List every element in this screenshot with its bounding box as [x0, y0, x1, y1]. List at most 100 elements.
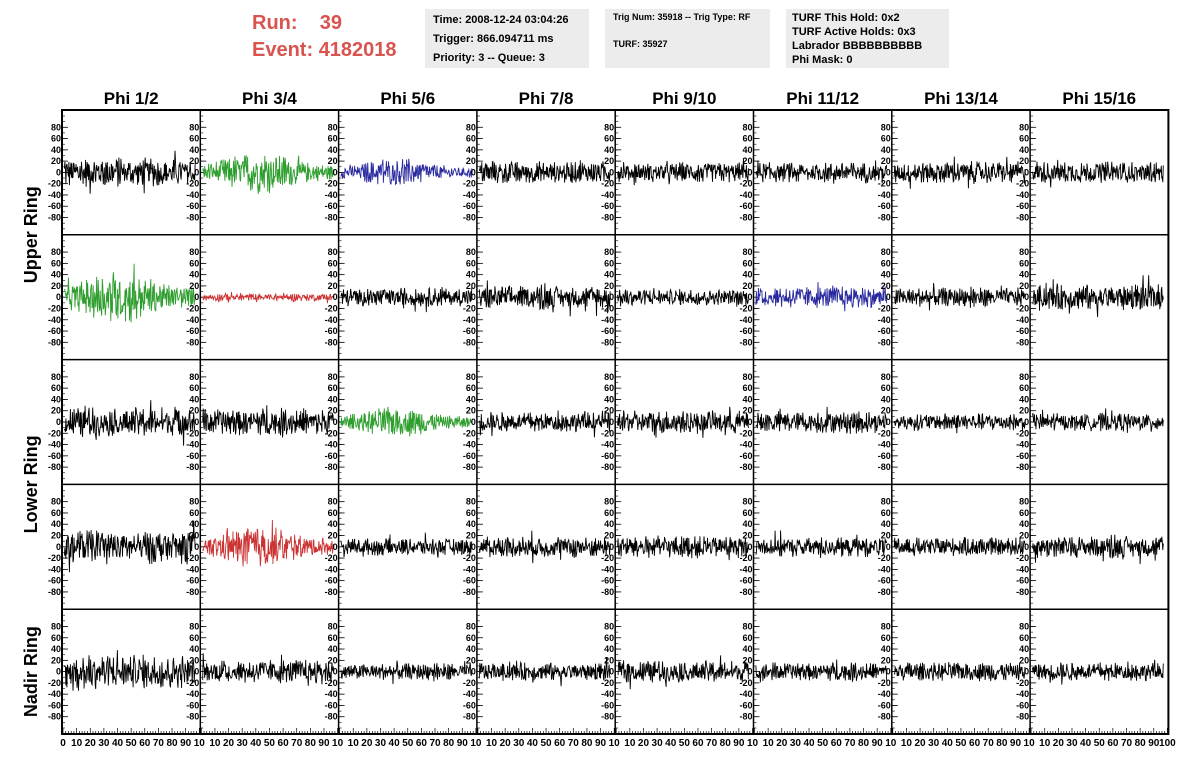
y-tick-label: 20 — [881, 281, 891, 291]
y-tick-label: -80 — [325, 213, 338, 223]
waveform-trace — [1032, 408, 1164, 433]
run-row: Run: 39 — [252, 10, 397, 37]
y-tick-label: 0 — [333, 667, 338, 677]
y-tick-label: 20 — [466, 281, 476, 291]
y-tick-label: -80 — [1016, 712, 1029, 722]
y-tick-label: 60 — [881, 633, 891, 643]
y-tick-label: 80 — [51, 122, 61, 132]
waveform-trace — [755, 282, 888, 312]
x-tick-label: 10 — [470, 738, 482, 749]
x-tick-label: 50 — [126, 738, 138, 749]
waveform-trace — [202, 155, 334, 194]
event-row: Event: 4182018 — [252, 37, 397, 64]
x-tick-label: 10 — [609, 738, 621, 749]
x-tick-label: 60 — [278, 738, 290, 749]
x-tick-label: 90 — [595, 738, 607, 749]
y-tick-label: 60 — [328, 134, 338, 144]
y-tick-label: 60 — [466, 134, 476, 144]
y-tick-label: -60 — [739, 700, 752, 710]
column-header: Phi 3/4 — [242, 89, 297, 108]
waveform-trace — [340, 660, 473, 685]
y-tick-label: 20 — [328, 156, 338, 166]
y-tick-label: -20 — [463, 428, 476, 438]
x-tick-label: 60 — [831, 738, 843, 749]
y-tick-label: -60 — [1016, 451, 1029, 461]
y-tick-label: -60 — [48, 451, 61, 461]
y-tick-label: -60 — [878, 700, 891, 710]
y-tick-label: -20 — [739, 428, 752, 438]
waveform-trace — [755, 160, 888, 184]
y-tick-label: 0 — [194, 292, 199, 302]
y-tick-label: 40 — [51, 145, 61, 155]
y-tick-label: 60 — [881, 134, 891, 144]
y-tick-label: 40 — [742, 519, 752, 529]
y-tick-label: -80 — [325, 462, 338, 472]
y-tick-label: 40 — [881, 519, 891, 529]
x-tick-label: 40 — [665, 738, 677, 749]
y-tick-label: -80 — [601, 213, 614, 223]
y-tick-label: 20 — [742, 281, 752, 291]
y-tick-label: 0 — [333, 292, 338, 302]
y-tick-label: 40 — [881, 394, 891, 404]
y-tick-label: 40 — [1019, 644, 1029, 654]
y-tick-label: 20 — [51, 655, 61, 665]
y-tick-label: -20 — [601, 553, 614, 563]
y-tick-label: -80 — [325, 337, 338, 347]
x-tick-label: 90 — [457, 738, 469, 749]
y-tick-label: 20 — [1019, 281, 1029, 291]
y-tick-label: -20 — [186, 179, 199, 189]
y-tick-label: -60 — [1016, 201, 1029, 211]
waveform-trace — [63, 520, 196, 573]
x-tick-label: 10 — [885, 738, 897, 749]
x-tick-label: 70 — [844, 738, 856, 749]
y-tick-label: -40 — [463, 190, 476, 200]
y-tick-label: -80 — [739, 712, 752, 722]
y-tick-label: 0 — [471, 417, 476, 427]
waveform-trace — [478, 160, 611, 184]
turf-info-box: TURF This Hold: 0x2 TURF Active Holds: 0… — [786, 9, 949, 68]
x-tick-label: 20 — [776, 738, 788, 749]
y-tick-label: -60 — [878, 326, 891, 336]
y-tick-label: -40 — [463, 689, 476, 699]
y-tick-label: -80 — [48, 462, 61, 472]
y-tick-label: -20 — [48, 179, 61, 189]
y-tick-label: 60 — [189, 258, 199, 268]
y-tick-label: -60 — [601, 326, 614, 336]
y-tick-label: 0 — [886, 292, 891, 302]
y-tick-label: -40 — [739, 315, 752, 325]
waveform-trace — [340, 532, 473, 558]
y-tick-label: -20 — [48, 678, 61, 688]
y-tick-label: 80 — [1019, 372, 1029, 382]
y-tick-label: 80 — [742, 621, 752, 631]
y-tick-label: 20 — [189, 156, 199, 166]
y-tick-label: 0 — [747, 292, 752, 302]
y-tick-label: 0 — [609, 167, 614, 177]
waveform-trace — [340, 406, 473, 437]
x-tick-label: 80 — [1135, 738, 1147, 749]
y-tick-label: 80 — [604, 497, 614, 507]
waveform-trace — [755, 406, 888, 434]
y-tick-label: -20 — [186, 553, 199, 563]
y-tick-label: -20 — [1016, 678, 1029, 688]
x-tick-label: 80 — [996, 738, 1008, 749]
x-tick-label: 40 — [942, 738, 954, 749]
y-tick-label: 20 — [604, 406, 614, 416]
y-tick-label: -60 — [601, 201, 614, 211]
y-tick-label: 60 — [604, 134, 614, 144]
x-tick-label: 50 — [540, 738, 552, 749]
time-info-box: Time: 2008-12-24 03:04:26 Trigger: 866.0… — [425, 9, 589, 68]
column-header: Phi 15/16 — [1062, 89, 1136, 108]
y-tick-label: 40 — [328, 394, 338, 404]
waveform-trace — [893, 662, 1026, 682]
y-tick-label: 60 — [189, 383, 199, 393]
y-tick-label: -20 — [325, 678, 338, 688]
y-tick-label: 80 — [466, 372, 476, 382]
x-tick-label: 30 — [237, 738, 249, 749]
event-value: 4182018 — [318, 39, 397, 61]
waveform-trace — [340, 158, 473, 186]
y-tick-label: 40 — [742, 644, 752, 654]
run-event-header: Run: 39 Event: 4182018 — [252, 10, 397, 64]
turf-hold-text: TURF This Hold: 0x2 — [792, 12, 900, 24]
x-tick-label: 10 — [486, 738, 498, 749]
